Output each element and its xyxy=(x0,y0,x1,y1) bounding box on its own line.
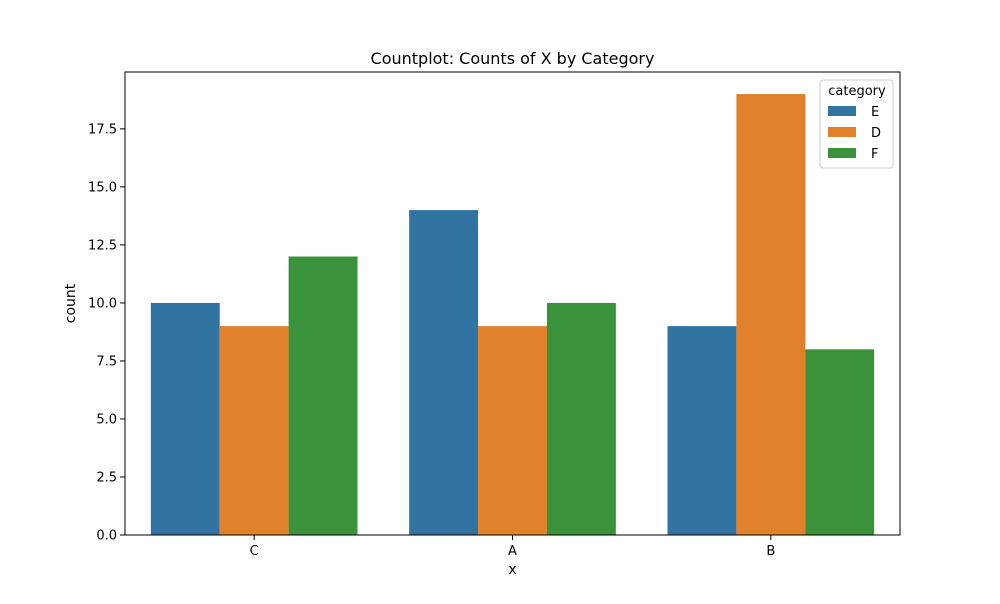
bar-A-F xyxy=(546,302,616,535)
y-axis: 0.0 2.5 5.0 7.5 10.0 12.5 15.0 17.5 xyxy=(88,122,125,544)
bar-A-E xyxy=(409,210,479,536)
y-tick-label: 10.0 xyxy=(88,296,117,311)
legend-swatch-E xyxy=(828,106,856,116)
bar-C-D xyxy=(219,326,289,535)
bar-C-F xyxy=(288,256,358,535)
legend: category EDF xyxy=(819,79,894,169)
bar-B-E xyxy=(667,326,737,535)
legend-title: category xyxy=(828,84,886,99)
legend-label-F: F xyxy=(871,147,878,162)
x-axis-label: x xyxy=(508,562,516,578)
bar-C-E xyxy=(150,302,220,535)
x-tick-label: C xyxy=(250,544,259,559)
legend-items: EDF xyxy=(828,105,881,162)
plot-frame xyxy=(124,71,901,536)
x-tick-label: B xyxy=(766,544,775,559)
y-tick-label: 17.5 xyxy=(88,122,117,137)
y-axis-label: count xyxy=(63,283,79,323)
legend-label-D: D xyxy=(871,126,881,141)
legend-swatch-F xyxy=(828,148,856,158)
y-tick-label: 5.0 xyxy=(96,412,117,427)
chart-title: Countplot: Counts of X by Category xyxy=(371,49,655,68)
x-tick-label: A xyxy=(508,544,517,559)
y-tick-label: 7.5 xyxy=(96,354,117,369)
y-tick-label: 12.5 xyxy=(88,238,117,253)
legend-label-E: E xyxy=(871,105,879,120)
y-tick-label: 2.5 xyxy=(96,470,117,485)
legend-swatch-D xyxy=(828,127,856,137)
legend-box xyxy=(819,79,894,169)
y-tick-label: 0.0 xyxy=(96,529,117,544)
bar-B-D xyxy=(736,94,806,536)
bar-A-D xyxy=(478,326,547,535)
y-tick-label: 15.0 xyxy=(88,180,117,195)
bars-layer xyxy=(150,94,875,536)
bar-B-F xyxy=(805,349,875,535)
